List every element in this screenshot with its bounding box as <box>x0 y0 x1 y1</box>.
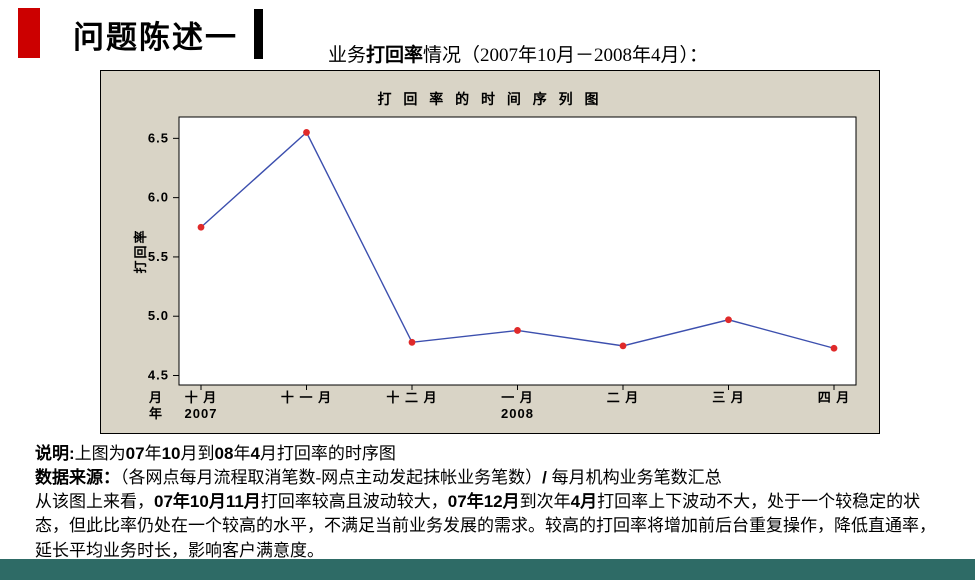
text-segment: 从该图上来看， <box>35 492 154 512</box>
text-segment: 打回率较高且波动较大， <box>260 492 448 512</box>
text-segment: 4月 <box>570 492 598 512</box>
text-segment: 说明: <box>35 444 75 463</box>
bottom-bar <box>0 559 975 580</box>
slide-title: 问题陈述一 <box>73 19 238 55</box>
text-segment: 4 <box>250 444 260 463</box>
slide-title-box: 问题陈述一 <box>57 9 263 59</box>
svg-text:年: 年 <box>149 406 163 421</box>
text-segment: 情况（2007年10月－2008年4月）： <box>423 45 709 66</box>
svg-text:打回率: 打回率 <box>133 228 148 273</box>
svg-text:一 月: 一 月 <box>501 390 534 405</box>
svg-text:6.5: 6.5 <box>148 130 169 145</box>
svg-text:四 月: 四 月 <box>818 390 851 405</box>
red-accent-bar <box>18 8 40 58</box>
text-segment: 年 <box>144 444 162 463</box>
svg-text:十 二 月: 十 二 月 <box>386 390 437 405</box>
text-segment: 07 <box>125 444 145 463</box>
svg-text:5.0: 5.0 <box>148 308 169 323</box>
chart-caption: 业务打回率情况（2007年10月－2008年4月）： <box>328 40 928 67</box>
note-paragraph: 数据来源：（各网点每月流程取消笔数-网点主动发起抹帐业务笔数）/ 每月机构业务笔… <box>35 466 950 490</box>
svg-text:4.5: 4.5 <box>148 368 169 383</box>
text-segment: 年 <box>233 444 251 463</box>
chart-title: 打 回 率 的 时 间 序 列 图 <box>377 91 603 107</box>
svg-text:2007: 2007 <box>185 406 218 421</box>
text-segment: （各网点每月流程取消笔数-网点主动发起抹帐业务笔数） <box>120 468 543 488</box>
svg-text:二 月: 二 月 <box>607 390 640 405</box>
text-segment: 07年10月11月 <box>154 492 261 512</box>
text-segment: 月打回率的时序图 <box>259 444 396 463</box>
text-segment: 打回率 <box>366 45 424 66</box>
svg-text:月: 月 <box>148 390 163 405</box>
notes-block: 说明:上图为07年10月到08年4月打回率的时序图 数据来源：（各网点每月流程取消… <box>35 442 950 563</box>
text-segment: 到次年 <box>519 492 571 512</box>
note-paragraph: 说明:上图为07年10月到08年4月打回率的时序图 <box>35 442 950 466</box>
text-segment: 数据来源： <box>35 468 120 488</box>
text-segment: / <box>542 468 552 488</box>
svg-text:5.5: 5.5 <box>148 249 169 264</box>
text-segment: 07年12月 <box>447 492 520 512</box>
svg-text:三 月: 三 月 <box>712 390 745 405</box>
text-segment: 月到 <box>180 444 215 463</box>
svg-text:十 月: 十 月 <box>185 390 218 405</box>
text-segment: 打回率上下波动不大，处于一个较稳定的状态，但此比率仍处在一个较高的水平，不满足当… <box>35 492 936 560</box>
svg-text:2008: 2008 <box>501 406 534 421</box>
text-segment: 业务 <box>328 45 367 66</box>
chart-frame: 打 回 率 的 时 间 序 列 图 4.5 5.0 5.5 6.0 6.5 打回率十 月 十… <box>100 70 880 434</box>
text-segment: 10 <box>161 444 181 463</box>
svg-text:6.0: 6.0 <box>148 190 169 205</box>
text-segment: 上图为 <box>74 444 126 463</box>
note-paragraph: 从该图上来看，07年10月11月打回率较高且波动较大，07年12月到次年4月打回… <box>35 490 950 562</box>
svg-text:十 一 月: 十 一 月 <box>281 390 332 405</box>
text-segment: 每月机构业务笔数汇总 <box>551 468 722 488</box>
text-segment: 08 <box>214 444 234 463</box>
